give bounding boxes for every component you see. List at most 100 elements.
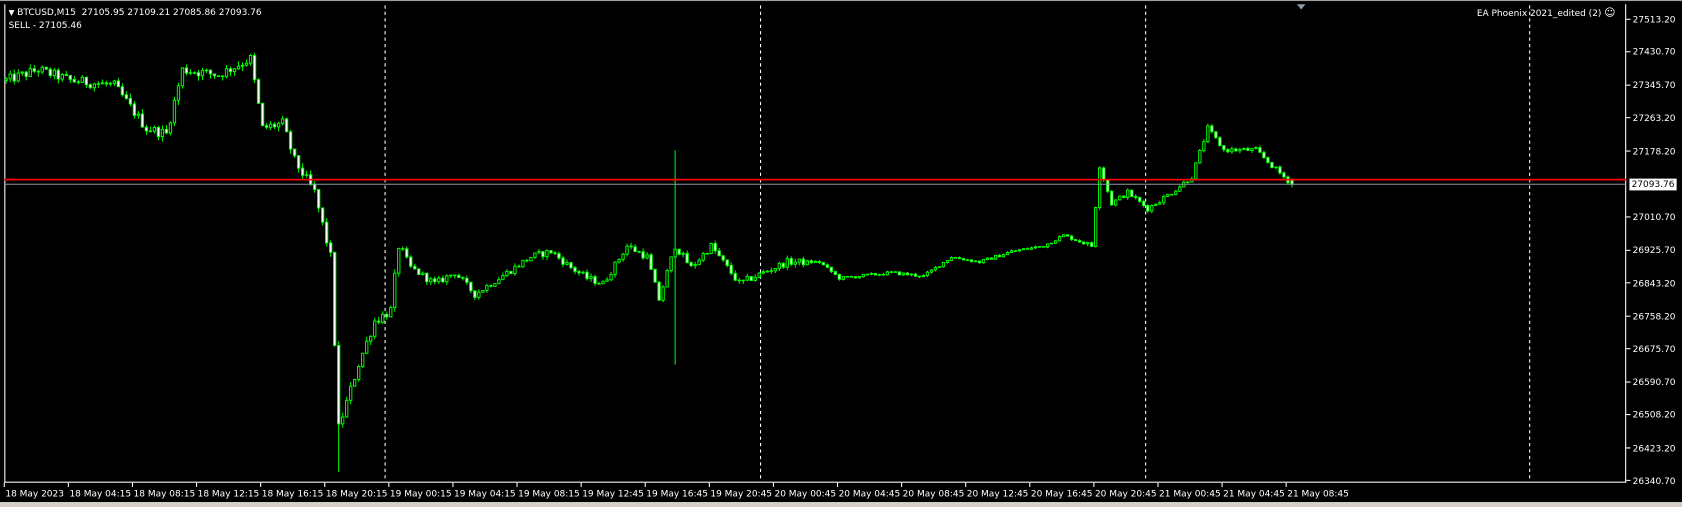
candle-body — [801, 258, 805, 266]
candle-body — [729, 264, 733, 274]
candle-body — [1210, 125, 1214, 133]
candle-body — [148, 130, 153, 133]
price-label: 26758.20 — [1632, 310, 1676, 322]
candle-body — [725, 259, 729, 266]
candle-body — [1066, 234, 1070, 237]
time-label: 20 May 00:45 — [774, 488, 837, 499]
time-label: 18 May 04:15 — [69, 488, 132, 499]
candle-body — [180, 67, 185, 87]
candle-body — [20, 71, 24, 74]
candle-body — [1266, 157, 1270, 163]
time-label: 19 May 00:15 — [389, 488, 452, 499]
collapse-triangle-icon[interactable]: ▼ — [8, 8, 15, 18]
candle-body — [893, 271, 898, 273]
candle-body — [1126, 189, 1130, 198]
candle-body — [589, 276, 593, 280]
candle-body — [160, 128, 165, 138]
candle-body — [505, 270, 509, 277]
candle-body — [164, 128, 169, 134]
price-label: 27345.70 — [1632, 79, 1676, 91]
candle-body — [212, 73, 217, 77]
candle-body — [753, 276, 757, 281]
candle-body — [276, 122, 281, 128]
candle-body — [585, 271, 589, 280]
candle-body — [981, 259, 986, 264]
candle-body — [1278, 166, 1282, 174]
candle-body — [120, 86, 125, 96]
candle-body — [68, 75, 72, 80]
candle-body — [1005, 251, 1010, 256]
candle-body — [168, 122, 173, 134]
candle-body — [1029, 247, 1034, 250]
candle-body — [44, 66, 48, 70]
candle-body — [525, 259, 529, 262]
candle-body — [757, 272, 761, 278]
order-label: SELL - 27105.46 — [8, 19, 82, 31]
candle-body — [8, 73, 12, 80]
candle-body — [1142, 200, 1146, 207]
chart-shift-marker-icon[interactable] — [1296, 4, 1306, 10]
candle-body — [112, 80, 117, 84]
candle-body — [156, 126, 161, 138]
candle-body — [809, 260, 813, 264]
candle-body — [1230, 148, 1234, 153]
candle-body — [993, 254, 998, 260]
expert-advisor-label[interactable]: EA Phoenix 2021_edited (2) ☺ — [1477, 8, 1616, 20]
candle-body — [609, 273, 613, 281]
candle-body — [100, 82, 105, 85]
candle-body — [677, 248, 681, 255]
candle-body — [965, 259, 970, 261]
candle-body — [641, 251, 645, 259]
time-label: 18 May 12:15 — [197, 488, 260, 499]
candle-body — [477, 291, 481, 298]
candle-body — [769, 270, 773, 272]
candle-body — [929, 269, 934, 273]
price-label: 26925.70 — [1632, 244, 1676, 256]
candle-body — [405, 248, 409, 258]
candle-body — [537, 251, 541, 254]
candle-body — [284, 118, 289, 133]
candle-body — [128, 97, 133, 105]
time-label: 21 May 08:45 — [1287, 488, 1349, 499]
candle-body — [1178, 186, 1182, 192]
candle-body — [401, 248, 405, 250]
candle-body — [985, 257, 990, 260]
candle-body — [937, 266, 942, 268]
candle-body — [885, 271, 890, 276]
candle-body — [357, 365, 361, 380]
candle-body — [104, 82, 109, 85]
candle-body — [705, 253, 709, 255]
candle-body — [272, 123, 277, 128]
candle-body — [208, 69, 213, 75]
candle-body — [877, 273, 882, 276]
candle-body — [833, 271, 838, 275]
time-label: 20 May 20:45 — [1094, 488, 1157, 499]
chart-plot-area[interactable] — [4, 4, 1627, 483]
candle-body — [621, 253, 625, 260]
time-label: 19 May 04:15 — [454, 488, 516, 499]
time-label: 18 May 16:15 — [261, 488, 324, 499]
candle-body — [280, 118, 285, 124]
candle-body — [865, 273, 870, 276]
candle-body — [649, 254, 653, 270]
candle-body — [857, 276, 862, 279]
candle-body — [637, 251, 641, 253]
candle-body — [977, 260, 982, 264]
candle-body — [997, 254, 1002, 258]
candle-body — [681, 252, 685, 255]
candle-body — [1037, 246, 1042, 248]
candle-body — [176, 85, 181, 101]
candle-body — [1246, 147, 1250, 151]
candle-body — [661, 286, 665, 301]
price-label: 27513.20 — [1632, 13, 1676, 25]
candle-body — [437, 277, 441, 283]
candle-body — [369, 335, 373, 342]
candle-body — [256, 79, 261, 104]
candle-body — [385, 313, 389, 318]
candle-body — [569, 262, 573, 269]
candle-body — [957, 257, 962, 260]
candle-body — [513, 265, 517, 275]
candle-body — [761, 271, 765, 274]
candle-body — [196, 72, 201, 77]
